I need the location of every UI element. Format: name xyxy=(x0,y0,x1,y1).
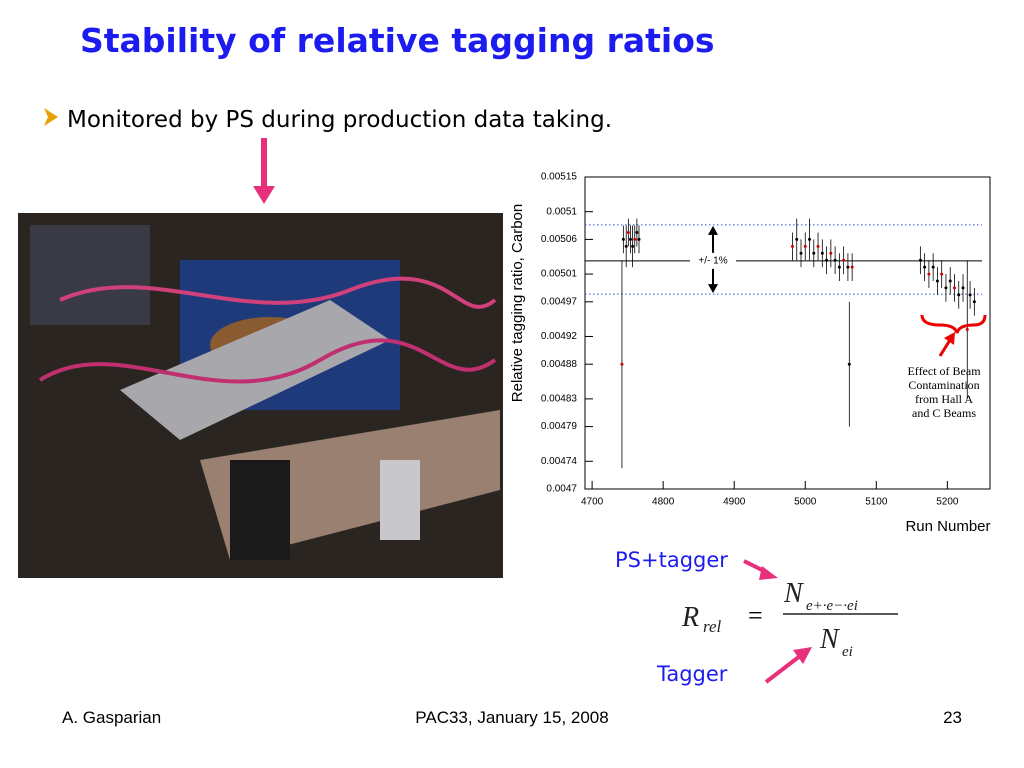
y-tick-label: 0.00488 xyxy=(541,359,578,370)
y-tick-label: 0.00479 xyxy=(541,421,578,432)
footer-event: PAC33, January 15, 2008 xyxy=(415,708,608,727)
data-point xyxy=(637,237,641,241)
brace xyxy=(920,314,987,334)
y-tick-label: 0.0051 xyxy=(546,206,577,217)
data-point xyxy=(972,300,976,304)
data-point xyxy=(631,244,635,248)
data-point xyxy=(940,272,944,276)
photo xyxy=(18,213,503,578)
y-tick-label: 0.00501 xyxy=(541,269,578,280)
data-point xyxy=(825,258,829,262)
page-number: 23 xyxy=(943,708,962,727)
data-point xyxy=(923,265,927,269)
y-tick-label: 0.00492 xyxy=(541,331,578,342)
data-point xyxy=(808,237,812,241)
plot-frame xyxy=(584,176,991,490)
x-tick-label: 5200 xyxy=(936,497,959,508)
data-point xyxy=(795,237,799,241)
data-point xyxy=(620,362,624,366)
data-point xyxy=(931,265,935,269)
arrow xyxy=(938,332,955,357)
y-tick-label: 0.00515 xyxy=(541,172,578,183)
bullet-marker xyxy=(44,108,58,126)
data-point xyxy=(833,258,837,262)
data-point xyxy=(790,244,794,248)
data-point xyxy=(626,230,630,234)
y-tick-label: 0.00474 xyxy=(541,456,578,467)
data-point xyxy=(812,251,816,255)
y-tick-label: 0.0047 xyxy=(546,484,577,495)
arrow xyxy=(253,138,275,204)
formula-lhs: R xyxy=(681,602,699,633)
data-point xyxy=(842,258,846,262)
x-tick-label: 5100 xyxy=(865,497,888,508)
data-point xyxy=(635,230,639,234)
data-point xyxy=(948,279,952,283)
label-bg xyxy=(690,252,736,269)
data-point xyxy=(944,286,948,290)
note-line: and C Beams xyxy=(912,406,976,420)
data-point xyxy=(850,265,854,269)
data-point xyxy=(918,258,922,262)
arrow xyxy=(743,559,812,684)
note-line: from Hall A xyxy=(915,392,973,406)
data-point xyxy=(829,251,833,255)
data-point xyxy=(952,286,956,290)
data-point xyxy=(957,293,961,297)
note-line: Contamination xyxy=(908,378,979,392)
y-tick-label: 0.00497 xyxy=(541,296,578,307)
equals: = xyxy=(748,601,763,630)
data-point xyxy=(935,279,939,283)
data-point xyxy=(621,237,625,241)
x-tick-label: 4900 xyxy=(723,497,746,508)
x-tick-label: 5000 xyxy=(794,497,817,508)
slide-title: Stability of relative tagging ratios xyxy=(80,21,715,60)
x-tick-label: 4700 xyxy=(581,497,604,508)
formula-denominator-sub: ei xyxy=(842,644,853,660)
data-point xyxy=(816,244,820,248)
band-annotation: +/- 1% xyxy=(698,256,727,267)
bullet-text: Monitored by PS during production data t… xyxy=(67,107,612,133)
data-point xyxy=(837,265,841,269)
footer-author: A. Gasparian xyxy=(62,708,161,727)
data-point xyxy=(799,251,803,255)
formula-numerator-sub: e+·e−·ei xyxy=(806,598,858,614)
formula-lhs-sub: rel xyxy=(703,617,722,636)
data-point xyxy=(803,244,807,248)
y-axis-title: Relative tagging ratio, Carbon xyxy=(509,204,526,402)
note-line: Effect of Beam xyxy=(907,364,981,378)
data-point xyxy=(847,362,851,366)
data-point xyxy=(968,293,972,297)
y-tick-label: 0.00483 xyxy=(541,394,578,405)
x-axis-title: Run Number xyxy=(905,518,990,535)
formula-denominator: N xyxy=(819,624,840,655)
data-point xyxy=(961,286,965,290)
data-point xyxy=(624,244,628,248)
y-tick-label: 0.00506 xyxy=(541,234,578,245)
data-point xyxy=(633,237,637,241)
data-point xyxy=(927,272,931,276)
data-point xyxy=(628,237,632,241)
formula-numerator: N xyxy=(783,578,804,609)
data-point xyxy=(820,251,824,255)
label: PS+tagger xyxy=(615,548,728,572)
data-point xyxy=(846,265,850,269)
x-tick-label: 4800 xyxy=(652,497,675,508)
data-point xyxy=(965,328,969,332)
label: Tagger xyxy=(656,662,728,686)
chart: 0.0047 0.00474 0.00479 0.00483 0.00488 0.0049… xyxy=(541,172,982,508)
